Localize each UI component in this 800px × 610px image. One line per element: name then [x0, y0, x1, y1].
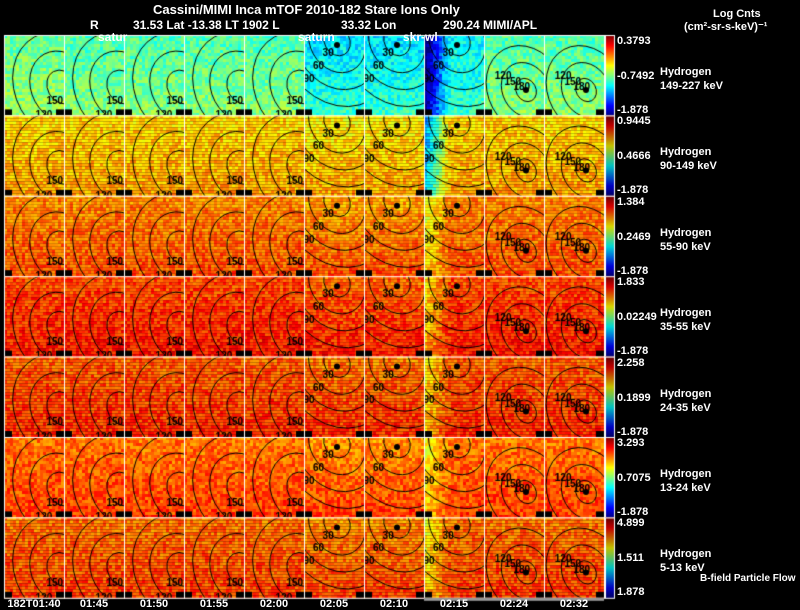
- colorbar-min-label: -1.878: [617, 184, 649, 197]
- colorbar-max-label: 3.293: [617, 437, 645, 449]
- species-label: Hydrogen: [660, 146, 712, 159]
- colorbar-max-label: 0.9445: [617, 115, 651, 128]
- species-label: Hydrogen: [660, 468, 712, 480]
- x-tick-label: 01:45: [79, 598, 109, 610]
- annotation-skr-wl: skr-wl: [403, 30, 438, 44]
- x-tick-label: 02:15: [439, 598, 469, 610]
- energy-range-label: 24-35 keV: [660, 401, 711, 414]
- lon-label: 33.32 Lon: [341, 18, 397, 32]
- x-tick-label: 02:24: [499, 598, 529, 610]
- species-label: Hydrogen: [660, 66, 712, 78]
- colorbar-max-label: 2.258: [617, 356, 645, 369]
- energy-range-label: 5-13 keV: [660, 562, 705, 575]
- annotation-saturn: saturn: [298, 30, 335, 44]
- mimi-apl-label: 290.24 MIMI/APL: [443, 18, 538, 32]
- colorbar-max-label: 4.899: [617, 517, 645, 530]
- colorbar-min-label: -1.878: [617, 345, 649, 358]
- species-label: Hydrogen: [660, 307, 712, 320]
- x-tick-label: 182T01:40: [7, 598, 61, 610]
- colorbar-min-label: -1.878: [617, 264, 649, 277]
- x-tick-label: 02:05: [319, 598, 349, 610]
- colorbar-mid-label: 0.2469: [617, 230, 651, 243]
- colorbar-mid-label: 0.4666: [617, 150, 651, 163]
- energy-range-label: 149-227 keV: [660, 80, 723, 92]
- x-tick-label: 01:55: [199, 598, 229, 610]
- x-tick-label: 02:00: [259, 598, 289, 610]
- energy-range-label: 13-24 keV: [660, 482, 711, 494]
- plot-title: Cassini/MIMI Inca mTOF 2010-182 Stare Io…: [153, 2, 460, 17]
- colorbar-mid-label: -0.7492: [617, 70, 655, 82]
- colorbar-min-label: 1.878: [617, 586, 645, 599]
- colorbar-mid-label: 0.1899: [617, 391, 651, 404]
- x-tick-label: 02:10: [379, 598, 409, 610]
- species-label: Hydrogen: [660, 548, 712, 561]
- colorbar-max-label: 0.3793: [617, 35, 651, 47]
- units-title: Log Cnts: [713, 8, 761, 20]
- annotation-satur: satur: [98, 30, 128, 44]
- x-tick-label: 02:32: [559, 598, 589, 610]
- colorbar-min-label: -1.878: [617, 104, 649, 116]
- r-label: R: [90, 18, 99, 32]
- x-tick-label: 01:50: [139, 598, 169, 610]
- colorbar-mid-label: 0.7075: [617, 472, 651, 484]
- colorbar-mid-label: 1.511: [617, 552, 644, 565]
- colorbar-min-label: -1.878: [617, 425, 649, 438]
- species-label: Hydrogen: [660, 387, 712, 400]
- footer-note: B-field Particle Flow: [700, 573, 796, 584]
- energy-range-label: 35-55 keV: [660, 321, 711, 334]
- energy-range-label: 55-90 keV: [660, 240, 711, 253]
- colorbar-max-label: 1.384: [617, 195, 645, 208]
- units-label: (cm²-sr-s-keV)⁻¹: [684, 21, 768, 33]
- colorbar-mid-label: 0.02249: [617, 311, 657, 324]
- colorbar-min-label: -1.878: [617, 506, 649, 518]
- species-label: Hydrogen: [660, 226, 712, 239]
- colorbar-max-label: 1.833: [617, 276, 645, 289]
- energy-range-label: 90-149 keV: [660, 160, 717, 173]
- lat-lt-label: 31.53 Lat -13.38 LT 1902 L: [133, 18, 280, 32]
